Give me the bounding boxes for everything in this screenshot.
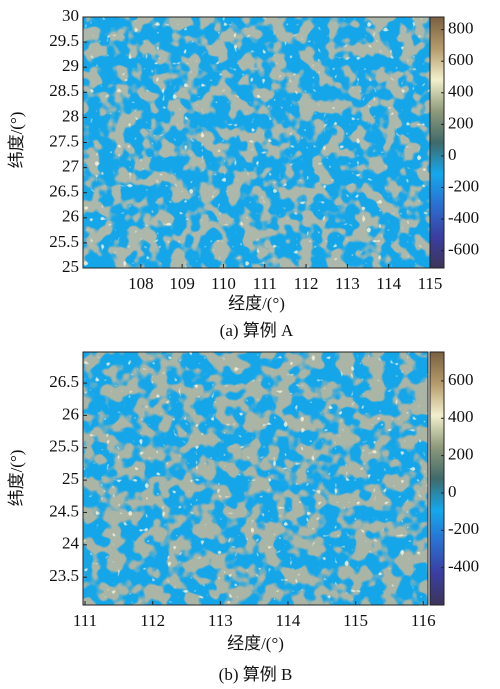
x-tick-label: 114 <box>276 611 301 630</box>
x-tick-label: 111 <box>73 611 97 630</box>
y-tick-label: 25 <box>62 469 79 488</box>
colorbar-tick-label: -400 <box>448 208 479 227</box>
colorbar-tick-label: 400 <box>448 82 474 101</box>
y-tick-label: 29.5 <box>49 31 79 50</box>
y-tick-label: 30 <box>62 6 79 25</box>
colorbar-tick-label: 600 <box>448 370 474 389</box>
colorbar-tick-label: 600 <box>448 50 474 69</box>
colorbar <box>429 16 445 269</box>
y-tick-label: 26 <box>62 404 79 423</box>
x-axis-label: 经度/(°) <box>228 294 285 313</box>
x-tick-label: 113 <box>335 274 360 293</box>
y-tick-label: 25.5 <box>49 232 79 251</box>
y-tick-label: 25.5 <box>49 437 79 456</box>
y-tick-label: 28 <box>62 106 79 125</box>
colorbar <box>429 351 445 606</box>
y-axis-label: 纬度/(°) <box>7 112 26 169</box>
y-tick-label: 26.5 <box>49 372 79 391</box>
y-tick-label: 25 <box>62 257 79 276</box>
caption: (b) 算例 B <box>219 665 293 684</box>
colorbar-tick-label: -200 <box>448 519 479 538</box>
x-tick-label: 110 <box>211 274 236 293</box>
field-highlights <box>83 17 430 268</box>
x-tick-label: 115 <box>418 274 443 293</box>
y-axis-label: 纬度/(°) <box>7 450 26 507</box>
field-highlights <box>83 352 428 605</box>
colorbar-tick-label: 200 <box>448 445 474 464</box>
y-tick-label: 27 <box>62 157 80 176</box>
colorbar-tick-label: 400 <box>448 407 474 426</box>
x-tick-label: 109 <box>169 274 195 293</box>
caption: (a) 算例 A <box>220 321 294 340</box>
colorbar-tick-label: -400 <box>448 557 479 576</box>
colorbar-tick-label: -200 <box>448 176 479 195</box>
x-tick-label: 108 <box>128 274 154 293</box>
y-tick-label: 29 <box>62 56 79 75</box>
colorbar-tick-label: 0 <box>448 145 457 164</box>
y-tick-label: 24.5 <box>49 501 79 520</box>
y-tick-label: 24 <box>62 534 80 553</box>
y-tick-label: 28.5 <box>49 81 79 100</box>
x-axis-label: 经度/(°) <box>227 634 284 653</box>
y-tick-label: 26.5 <box>49 182 79 201</box>
x-tick-label: 112 <box>140 611 165 630</box>
colorbar-tick-label: -600 <box>448 240 479 259</box>
x-tick-label: 116 <box>411 611 436 630</box>
x-tick-label: 114 <box>376 274 401 293</box>
colorbar-tick-label: 800 <box>448 19 474 38</box>
colorbar-tick-label: 200 <box>448 113 474 132</box>
x-tick-label: 113 <box>208 611 233 630</box>
y-tick-label: 26 <box>62 207 79 226</box>
y-tick-label: 27.5 <box>49 131 79 150</box>
colorbar-tick-label: 0 <box>448 482 457 501</box>
plot-frame <box>82 351 429 606</box>
y-tick-label: 23.5 <box>49 566 79 585</box>
x-tick-label: 111 <box>253 274 277 293</box>
x-tick-label: 115 <box>343 611 368 630</box>
x-tick-label: 112 <box>294 274 319 293</box>
